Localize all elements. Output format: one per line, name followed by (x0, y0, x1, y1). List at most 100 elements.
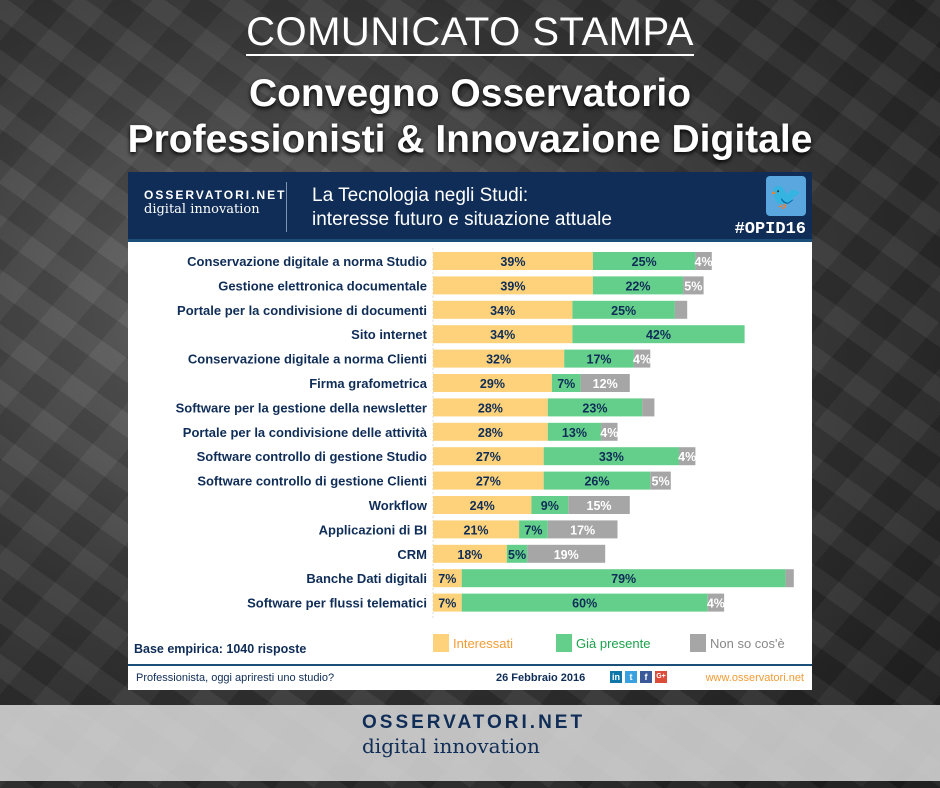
category-label: CRM (397, 547, 427, 562)
data-label: 7% (524, 523, 542, 537)
data-label: 12% (593, 377, 618, 391)
bar-segment (433, 471, 544, 490)
bar-segment (592, 252, 696, 270)
linkedin-icon[interactable]: in (610, 671, 622, 684)
bar-segment (547, 422, 602, 441)
panel-title: La Tecnologia negli Studi: interesse futu… (312, 185, 612, 230)
data-label: 34% (490, 328, 515, 342)
category-label: Sito internet (351, 327, 428, 342)
category-label: Gestione elettronica documentale (218, 278, 427, 293)
category-label: Applicazioni di BI (319, 522, 427, 537)
category-label: Conservazione digitale a norma Studio (187, 254, 427, 269)
infographic-panel: OSSERVATORI.NET digital innovation La Tec… (128, 172, 812, 690)
data-label: 27% (476, 450, 501, 464)
data-label: 24% (470, 499, 495, 513)
bar-segment (433, 276, 593, 295)
category-label: Workflow (369, 498, 428, 513)
bar-segment (707, 593, 725, 612)
bar-segment (527, 544, 606, 563)
facebook-icon[interactable]: f (640, 671, 652, 684)
twitter-icon[interactable]: t (625, 671, 637, 684)
legend-interessati: Interessati (433, 634, 513, 652)
bar-segment (547, 398, 643, 417)
data-label: 39% (500, 255, 525, 269)
data-label: 60% (572, 597, 597, 611)
panel-header: OSSERVATORI.NET digital innovation La Tec… (128, 172, 812, 242)
data-label: 28% (478, 426, 503, 440)
category-label: Software controllo di gestione Clienti (197, 474, 427, 489)
data-label: 26% (584, 475, 609, 489)
bottom-band (0, 705, 940, 781)
data-label: 17% (570, 523, 595, 537)
category-label: Firma grafometrica (309, 376, 428, 391)
data-label: 19% (554, 548, 579, 562)
panel-footer: Professionista, oggi apriresti uno studi… (128, 664, 812, 690)
bar-segment (433, 398, 548, 417)
social-icons: in t f G+ (610, 671, 670, 684)
bar-segment (695, 252, 712, 270)
bar-segment (674, 300, 688, 319)
data-label: 25% (611, 304, 636, 318)
hashtag: #OPID16 (734, 220, 806, 239)
bar-segment (433, 300, 573, 319)
footer-date: 26 Febbraio 2016 (496, 672, 586, 684)
bar-segment (785, 569, 794, 588)
data-label: 13% (562, 426, 587, 440)
category-label: Portale per la condivisione delle attivi… (183, 425, 428, 440)
data-label: 33% (599, 450, 624, 464)
category-label: Banche Dati digitali (306, 571, 427, 586)
bar-segment (461, 593, 708, 612)
data-label: 27% (476, 475, 501, 489)
bar-segment (433, 544, 507, 563)
data-label: 29% (480, 377, 505, 391)
data-label: 5% (652, 475, 670, 489)
bar-segment (547, 520, 618, 539)
data-label: 4% (633, 353, 651, 367)
divider (286, 182, 287, 232)
twitter-bird-icon[interactable]: 🐦 (766, 176, 806, 216)
data-label: 32% (486, 353, 511, 367)
data-label: 7% (438, 572, 456, 586)
data-label: 79% (611, 572, 636, 586)
bar-segment (551, 374, 581, 392)
footer-question: Professionista, oggi apriresti uno studi… (136, 672, 335, 684)
bar-segment (433, 569, 462, 588)
category-label: Portale per la condivisione di documenti (177, 303, 427, 318)
bar-segment (543, 471, 651, 490)
google-plus-icon[interactable]: G+ (655, 671, 667, 684)
category-label: Software per flussi telematici (247, 596, 427, 611)
bar-segment (572, 300, 675, 319)
data-label: 22% (625, 279, 650, 293)
bar-segment (531, 496, 569, 514)
data-label: 4% (707, 597, 725, 611)
stacked-bar-chart: Conservazione digitale a norma Studio 39%… (176, 248, 794, 618)
data-label: 34% (490, 304, 515, 318)
bar-segment (642, 398, 655, 417)
bar-segment (433, 252, 593, 270)
bar-segment (433, 496, 532, 514)
bar-segment (580, 374, 630, 392)
data-label: 5% (684, 279, 702, 293)
title-line-1: Convegno Osservatorio (248, 72, 692, 115)
legend-gia-presente: Già presente (556, 634, 650, 652)
data-label: 4% (678, 450, 696, 464)
website-link[interactable]: www.osservatori.net (705, 672, 804, 684)
bar-segment (592, 276, 684, 295)
data-label: 4% (695, 255, 713, 269)
bar-segment (564, 349, 634, 368)
data-label: 4% (600, 426, 618, 440)
data-label: 5% (508, 548, 526, 562)
bar-segment (568, 496, 630, 514)
data-label: 42% (646, 328, 671, 342)
data-label: 28% (478, 401, 503, 415)
bar-segment (433, 593, 462, 612)
category-label: Software per la gestione della newslette… (176, 400, 427, 415)
bar-segment (543, 447, 679, 466)
data-label: 25% (632, 255, 657, 269)
data-label: 39% (500, 279, 525, 293)
bar-segment (633, 349, 651, 368)
data-label: 21% (464, 523, 489, 537)
bar-segment (679, 447, 696, 466)
bar-segment (433, 447, 544, 466)
data-label: 9% (541, 499, 559, 513)
